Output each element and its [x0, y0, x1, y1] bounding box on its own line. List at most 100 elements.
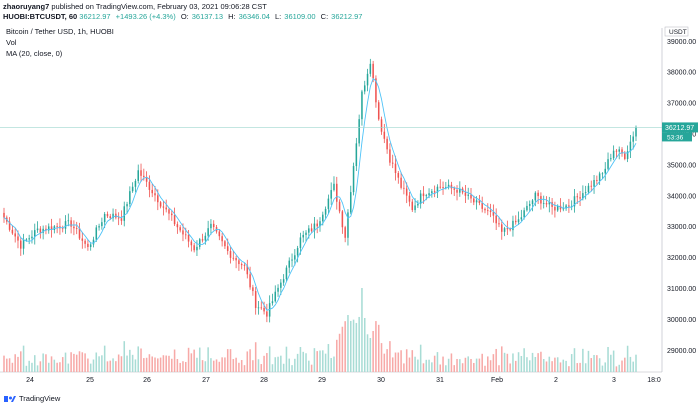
candle-body [456, 189, 458, 193]
volume-bar [70, 352, 72, 372]
volume-bar [436, 352, 439, 372]
volume-bar [294, 358, 296, 372]
candle-body [3, 212, 5, 218]
footer-brand-label: TradingView [19, 394, 61, 403]
last-price: 36212.97 [79, 12, 111, 21]
volume-bar [615, 366, 618, 372]
candle-body [397, 173, 400, 178]
candle-body [545, 203, 548, 205]
volume-bar [442, 356, 444, 372]
candle-body [414, 205, 416, 211]
volume-bar [47, 362, 50, 372]
volume-bar [299, 346, 302, 372]
volume-bar [95, 352, 98, 372]
volume-bar [176, 359, 179, 372]
volume-bar [383, 353, 386, 372]
candle-body [148, 181, 151, 190]
volume-bar [484, 365, 486, 372]
candle-body [621, 149, 623, 154]
candle-body [322, 214, 324, 222]
candle-body [249, 274, 251, 288]
volume-bar [610, 354, 612, 372]
candle-body [635, 127, 637, 137]
footer-brand[interactable]: TradingView [4, 394, 60, 403]
volume-bar [632, 361, 634, 372]
volume-bar [157, 358, 159, 372]
volume-bar [254, 342, 257, 372]
candle-body [173, 215, 176, 225]
candle-body [352, 166, 355, 193]
x-tick-label: 18:0 [647, 377, 661, 384]
open-value: 36137.13 [191, 12, 224, 21]
candle-body [618, 149, 620, 152]
volume-bar [475, 358, 478, 372]
volume-bar [568, 366, 570, 372]
volume-bar [445, 365, 447, 372]
candle-body [615, 150, 618, 152]
candle-body [344, 227, 346, 238]
candle-body [221, 236, 223, 242]
volume-bar [249, 349, 251, 372]
x-tick-label: 2 [554, 377, 558, 384]
candle-body [185, 234, 187, 236]
candle-body [598, 173, 601, 181]
candle-body [528, 204, 531, 206]
candle-body [103, 213, 106, 223]
volume-bar [159, 357, 162, 372]
volume-bar [196, 357, 198, 372]
candle-body [330, 190, 332, 199]
candle-body [341, 211, 344, 228]
volume-bar [593, 354, 595, 372]
volume-bar [453, 365, 455, 372]
volume-bar [397, 352, 400, 372]
candle-body [489, 210, 492, 213]
volume-bar [380, 343, 383, 372]
last-price-label: 36212.97 [665, 125, 694, 132]
volume-bar [582, 348, 584, 372]
volume-bar [252, 360, 254, 372]
volume-bar [501, 346, 503, 372]
candle-body [131, 186, 134, 192]
volume-bar [260, 364, 263, 372]
volume-bar [131, 354, 134, 372]
volume-bar [607, 346, 609, 372]
volume-bar [162, 355, 165, 372]
candle-body [25, 239, 28, 241]
volume-bar [115, 361, 117, 372]
candle-body [235, 258, 237, 261]
volume-bar [215, 359, 218, 372]
volume-bar [598, 358, 601, 372]
volume-bar [422, 363, 425, 372]
candle-body [509, 229, 511, 231]
volume-bar [106, 361, 109, 372]
volume-bar [282, 363, 285, 372]
candle-body [11, 229, 14, 234]
volume-bar [327, 344, 330, 372]
candle-body [179, 227, 181, 231]
candle-body [377, 102, 380, 120]
volume-bar [629, 356, 632, 372]
volume-bar [621, 360, 623, 372]
volume-bar [14, 354, 16, 372]
volume-bar [394, 352, 397, 372]
volume-bar [232, 359, 235, 372]
volume-bar [129, 349, 131, 372]
candle-body [232, 257, 235, 259]
volume-bar [53, 359, 56, 372]
candle-body [70, 220, 72, 227]
volume-bar [526, 357, 528, 372]
candle-body [503, 228, 506, 232]
candle-body [207, 228, 209, 236]
candle-body [42, 228, 44, 233]
candle-body [84, 240, 86, 244]
volume-bar [590, 358, 593, 372]
candle-body [266, 311, 268, 317]
volume-bar [512, 353, 514, 372]
candle-body [171, 213, 173, 216]
volume-bar [87, 358, 89, 372]
x-tick-label: 27 [202, 377, 210, 384]
volume-bar [534, 356, 537, 372]
volume-bar [28, 360, 30, 372]
candle-body [129, 191, 131, 205]
